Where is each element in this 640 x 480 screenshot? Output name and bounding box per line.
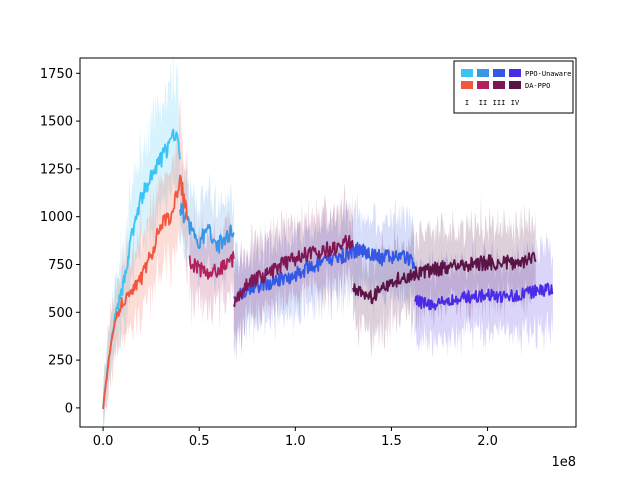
variance-band-6 xyxy=(233,180,353,357)
series-lines xyxy=(102,128,554,410)
x-tick-label: 0.0 xyxy=(93,434,114,449)
x-axis: 0.0 0.5 1.0 1.5 2.0 xyxy=(93,427,498,449)
variance-band-5 xyxy=(189,204,234,330)
y-tick-label: 750 xyxy=(48,258,73,273)
series-line-da-ppo-stage-ii xyxy=(188,251,235,280)
x-tick-label: 1.5 xyxy=(381,434,402,449)
variance-band-1 xyxy=(180,158,234,305)
series-line-ppo-unaware-stage-iv xyxy=(413,282,554,311)
legend-swatch xyxy=(461,69,473,77)
y-tick-label: 1750 xyxy=(40,67,73,82)
x-offset-label: 1e8 xyxy=(551,455,576,470)
legend-stage-label: IV xyxy=(511,99,520,107)
y-tick-label: 1500 xyxy=(40,115,73,130)
series-line-da-ppo-stage-i xyxy=(102,174,189,410)
series-line-ppo-unaware-stage-i xyxy=(102,128,181,409)
legend-swatch xyxy=(493,69,505,77)
variance-band-7 xyxy=(353,195,536,359)
legend-swatch xyxy=(461,81,473,89)
legend-label: DA-PPO xyxy=(525,82,550,90)
y-tick-label: 500 xyxy=(48,306,73,321)
x-tick-label: 1.0 xyxy=(285,434,306,449)
y-tick-label: 1000 xyxy=(40,210,73,225)
x-tick-label: 0.5 xyxy=(189,434,210,449)
legend-stage-label: II xyxy=(479,99,487,107)
variance-band-0 xyxy=(103,46,180,438)
series-line-ppo-unaware-stage-iii xyxy=(233,241,416,301)
series-line-ppo-unaware-stage-ii xyxy=(179,202,235,254)
legend-label: PPO-Unaware xyxy=(525,70,571,78)
series-line-da-ppo-stage-iv xyxy=(352,251,537,305)
legend-stage-label: I xyxy=(465,99,469,107)
series-line-da-ppo-stage-iii xyxy=(232,234,354,308)
legend-swatch xyxy=(477,69,489,77)
legend-swatch xyxy=(509,81,521,89)
plot-frame xyxy=(79,57,577,428)
y-tick-label: 0 xyxy=(65,401,73,416)
x-tick-label: 2.0 xyxy=(477,434,498,449)
legend-swatch xyxy=(477,81,489,89)
legend-stage-label: III xyxy=(493,99,506,107)
legend-swatch xyxy=(493,81,505,89)
y-tick-label: 1250 xyxy=(40,162,73,177)
y-tick-label: 250 xyxy=(48,354,73,369)
y-axis: 0 250 500 750 1000 1250 1500 1750 xyxy=(40,67,80,416)
variance-band-2 xyxy=(233,187,415,361)
legend-swatch xyxy=(509,69,521,77)
